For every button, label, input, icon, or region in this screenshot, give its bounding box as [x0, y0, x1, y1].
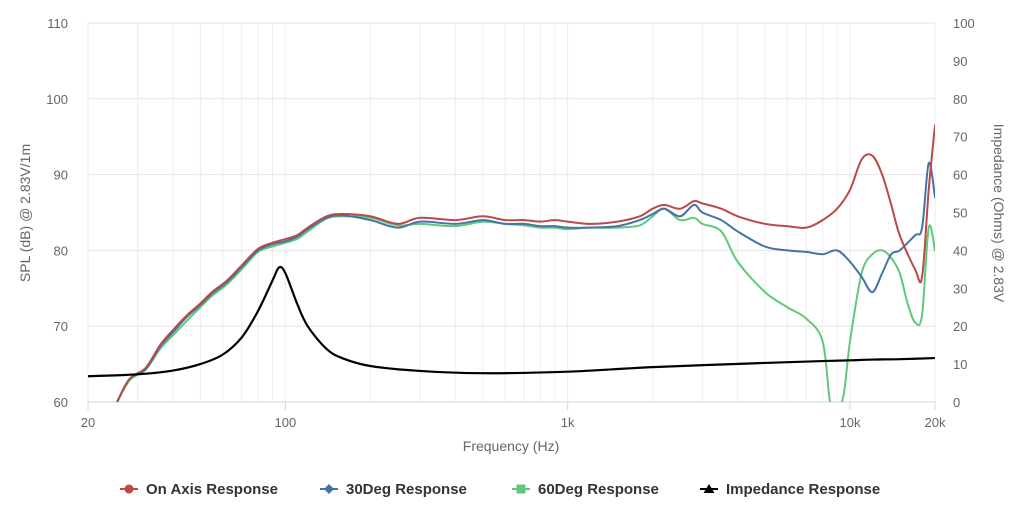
y-axis-title: SPL (dB) @ 2.83V/1m [17, 144, 33, 282]
legend-label-impedance-response: Impedance Response [726, 481, 880, 498]
y-axis-ticks: 60 70 80 90 100 110 [46, 16, 68, 410]
y2-axis-ticks: 0 10 20 30 40 50 60 70 80 90 100 [953, 16, 975, 410]
x-tick-label-4: 20k [925, 415, 946, 430]
y2-tick-label-6: 60 [953, 168, 967, 183]
legend-label-30deg-response: 30Deg Response [346, 481, 467, 498]
legend-label-60deg-response: 60Deg Response [538, 481, 659, 498]
y-tick-label-5: 110 [47, 16, 68, 31]
legend-marker-triangle-icon [703, 484, 715, 493]
legend-item-on-axis-response[interactable]: On Axis Response [120, 481, 278, 498]
y2-tick-label-1: 10 [953, 357, 967, 372]
legend-item-60deg-response[interactable]: 60Deg Response [512, 481, 659, 498]
series-line-30deg-response [116, 162, 935, 402]
y2-tick-label-10: 100 [953, 16, 975, 31]
x-tick-label-2: 1k [561, 415, 575, 430]
y2-axis-title: Impedance (Ohms) @ 2.83V [991, 124, 1007, 303]
series-line-impedance-response [88, 265, 935, 378]
legend-label-on-axis-response: On Axis Response [146, 481, 278, 498]
y2-tick-label-9: 90 [953, 54, 967, 69]
x-axis-ticks: 20 100 1k 10k 20k [81, 402, 946, 430]
y2-tick-label-4: 40 [953, 243, 967, 258]
series-lines [88, 124, 935, 402]
y-tick-label-1: 70 [54, 319, 68, 334]
legend-marker-square-icon [516, 484, 526, 494]
series-line-on-axis-response [116, 124, 935, 402]
y-tick-label-4: 100 [46, 92, 68, 107]
y2-tick-label-3: 30 [953, 281, 967, 296]
legend-marker-circle-icon [124, 484, 134, 494]
y-tick-label-2: 80 [54, 243, 68, 258]
y2-tick-label-2: 20 [953, 319, 967, 334]
y2-tick-label-5: 50 [953, 206, 967, 221]
series-line-60deg-response [116, 207, 935, 402]
grid-lines [87, 22, 936, 402]
x-tick-label-0: 20 [81, 415, 95, 430]
y2-tick-label-8: 80 [953, 92, 967, 107]
x-tick-label-3: 10k [840, 415, 861, 430]
y2-tick-label-0: 0 [953, 395, 960, 410]
y-tick-label-3: 90 [54, 168, 68, 183]
y2-tick-label-7: 70 [953, 130, 967, 145]
legend-item-30deg-response[interactable]: 30Deg Response [320, 481, 467, 498]
legend: On Axis Response 30Deg Response 60Deg Resp… [120, 481, 880, 498]
legend-marker-diamond-icon [324, 484, 334, 494]
x-axis-title: Frequency (Hz) [463, 438, 559, 454]
x-tick-label-1: 100 [274, 415, 296, 430]
y-tick-label-0: 60 [54, 395, 68, 410]
legend-item-impedance-response[interactable]: Impedance Response [700, 481, 880, 498]
